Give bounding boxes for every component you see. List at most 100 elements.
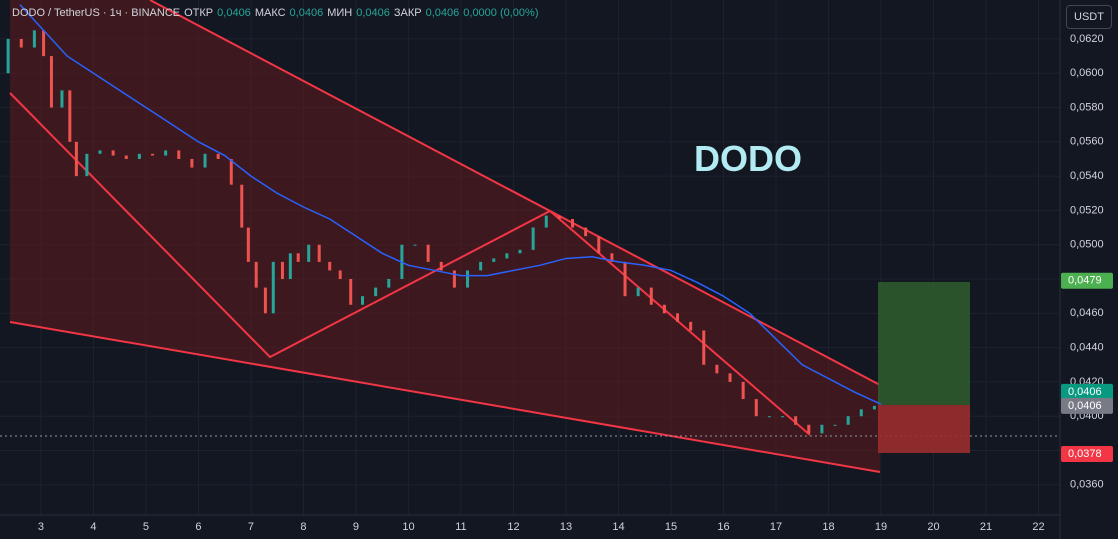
- candle: [676, 313, 680, 322]
- annotation: DODO: [694, 138, 802, 179]
- candle: [846, 416, 850, 425]
- currency-button[interactable]: USDT: [1066, 5, 1112, 29]
- candle: [872, 405, 876, 410]
- candle: [479, 261, 483, 271]
- x-tick-label: 20: [927, 521, 939, 533]
- candle: [636, 287, 640, 297]
- candle: [662, 304, 666, 314]
- candle: [240, 184, 244, 228]
- candle: [623, 261, 627, 297]
- candle: [263, 287, 267, 314]
- x-tick-label: 4: [90, 521, 96, 533]
- candle: [19, 38, 23, 48]
- candle: [741, 381, 745, 400]
- candle: [49, 56, 53, 108]
- price-label: 0,0479: [1068, 275, 1102, 287]
- price-label-bg: [1061, 272, 1113, 289]
- candle: [374, 287, 378, 297]
- candle: [531, 227, 535, 250]
- candle: [349, 279, 353, 305]
- change: 0,0000 (0,00%): [463, 7, 539, 19]
- candle: [254, 261, 258, 288]
- price-label: 0,0406: [1068, 400, 1102, 412]
- candle: [781, 416, 785, 418]
- candle: [807, 424, 811, 434]
- candle: [505, 253, 509, 259]
- x-tick-label: 14: [612, 521, 624, 533]
- value: 0,0406: [289, 7, 324, 19]
- value: 0,0406: [356, 7, 390, 19]
- candle: [111, 150, 115, 156]
- x-tick-label: 3: [38, 521, 44, 533]
- candle: [288, 253, 292, 280]
- x-tick-label: 16: [717, 521, 729, 533]
- price-label: 0,0406: [1068, 386, 1102, 398]
- candle: [754, 399, 758, 417]
- x-tick-label: 5: [143, 521, 149, 533]
- y-tick-label: 0,0520: [1070, 204, 1104, 216]
- channel-fill: [10, 0, 880, 472]
- y-tick-label: 0,0540: [1070, 170, 1104, 182]
- candle: [124, 155, 128, 159]
- candle: [296, 253, 300, 262]
- candle: [338, 270, 342, 280]
- candle: [466, 270, 470, 288]
- x-tick-label: 13: [560, 521, 572, 533]
- long-target-zone: [878, 282, 970, 405]
- candle: [6, 38, 10, 74]
- y-tick-label: 0,0360: [1070, 479, 1104, 491]
- candle: [610, 253, 614, 262]
- y-tick-label: 0,0460: [1070, 307, 1104, 319]
- x-tick-label: 7: [248, 521, 254, 533]
- price-label-bg: [1061, 445, 1113, 462]
- candle: [74, 141, 78, 177]
- candle: [426, 244, 430, 262]
- x-tick-label: 6: [195, 521, 201, 533]
- legend-header: DODO / TetherUS · 1ч · BINANCE ОТКР 0,040…: [12, 7, 538, 19]
- candle: [246, 227, 250, 262]
- candle: [307, 244, 311, 262]
- x-tick-label: 9: [353, 521, 359, 533]
- candle: [794, 416, 798, 425]
- y-tick-label: 0,0620: [1070, 33, 1104, 45]
- x-tick-label: 12: [507, 521, 519, 533]
- y-tick-label: 0,0560: [1070, 136, 1104, 148]
- candle: [452, 270, 456, 288]
- price-label-bg: [1061, 397, 1113, 414]
- x-tick-label: 21: [980, 521, 992, 533]
- x-tick-label: 19: [875, 521, 887, 533]
- candle: [584, 227, 588, 237]
- candle: [728, 373, 732, 382]
- x-tick-label: 22: [1032, 521, 1044, 533]
- candle: [715, 364, 719, 374]
- candle: [820, 424, 824, 434]
- candle: [190, 158, 194, 168]
- candle: [164, 150, 168, 156]
- x-tick-label: 15: [665, 521, 677, 533]
- candle: [271, 261, 275, 314]
- candle: [518, 249, 522, 254]
- candle: [597, 236, 601, 254]
- candle: [98, 150, 102, 154]
- candle: [557, 215, 561, 219]
- candle: [439, 261, 443, 271]
- candle: [702, 330, 706, 365]
- candle: [280, 261, 284, 280]
- candle: [387, 279, 391, 288]
- candle: [361, 296, 365, 305]
- candle: [859, 409, 863, 417]
- candle: [203, 153, 207, 168]
- x-tick-label: 8: [300, 521, 306, 533]
- price-label: 0,0378: [1068, 448, 1102, 460]
- x-tick-label: 18: [822, 521, 834, 533]
- label: ОТКР: [184, 7, 214, 19]
- candle: [544, 215, 548, 228]
- candle: [328, 261, 332, 271]
- candle: [571, 218, 575, 228]
- candle: [833, 424, 837, 426]
- value: 0,0406: [217, 7, 251, 19]
- candle: [649, 287, 653, 305]
- label: МАКС: [254, 7, 286, 19]
